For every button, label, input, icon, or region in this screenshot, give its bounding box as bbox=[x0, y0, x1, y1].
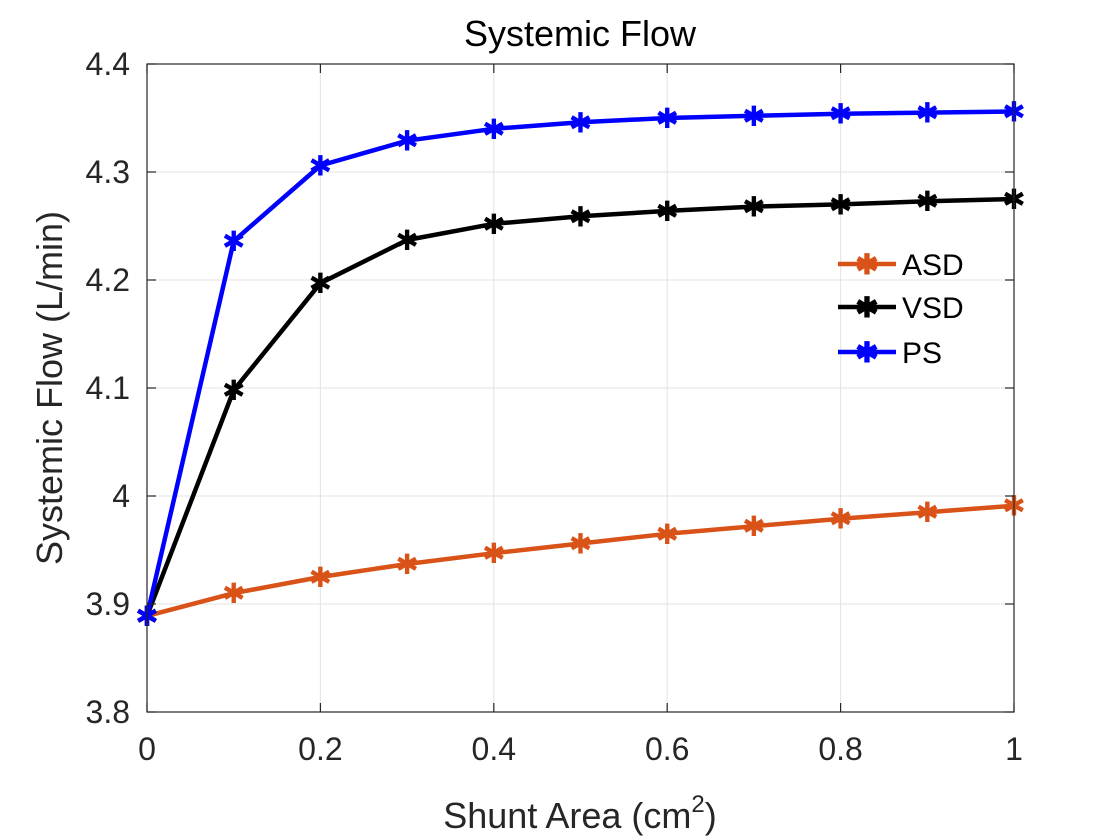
axis-ticks bbox=[146, 63, 1015, 713]
data-point-ps: ✱ bbox=[655, 102, 678, 135]
data-point-ps: ✱ bbox=[222, 225, 245, 258]
data-point-asd: ✱ bbox=[309, 561, 332, 594]
chart-title: Systemic Flow bbox=[464, 13, 697, 54]
legend-label-asd: ASD bbox=[902, 249, 964, 282]
y-tick-label: 3.8 bbox=[86, 694, 130, 730]
x-axis-label-tail: ) bbox=[705, 795, 717, 836]
x-tick-label: 1 bbox=[1005, 731, 1023, 767]
data-point-asd: ✱ bbox=[742, 510, 765, 543]
series-ps: ✱ ✱ ✱ ✱ ✱ ✱ ✱ ✱ ✱ ✱ ✱ bbox=[135, 96, 1025, 633]
data-point-asd: ✱ bbox=[569, 528, 592, 561]
legend-marker-ps: ✱ bbox=[855, 337, 878, 368]
series-layer: ✱✱ ✱ ✱ ✱ ✱ ✱ ✱ ✱ ✱ ✱✱✱✱✱ ✱ ✱ ✱ ✱ ✱ ✱ ✱✱✱✱✱ ✱ ✱ ✱ ✱ ✱ ✱ ✱ bbox=[135, 96, 1025, 633]
legend-label-ps: PS bbox=[902, 337, 942, 370]
data-point-ps: ✱ bbox=[395, 125, 418, 158]
data-point-vsd: ✱ bbox=[829, 188, 852, 221]
legend-entry-asd: ✱ ASD bbox=[838, 249, 964, 282]
x-tick-label: 0.6 bbox=[645, 731, 689, 767]
tick-labels: 0 0.2 0.4 0.6 0.8 1 3.8 3.9 4 4.1 4.2 4.3 4.4 bbox=[86, 46, 1023, 767]
data-point-asd: ✱ bbox=[829, 503, 852, 536]
x-tick-label: 0.2 bbox=[298, 731, 342, 767]
x-tick-label: 0.4 bbox=[472, 731, 516, 767]
data-point-ps: ✱ bbox=[742, 100, 765, 133]
data-point-vsd: ✱ bbox=[916, 185, 939, 218]
data-point-vsd: ✱ bbox=[482, 208, 505, 241]
data-point-asd: ✱ bbox=[395, 548, 418, 581]
series-line-vsd bbox=[144, 196, 1017, 619]
data-point-vsd: ✱ bbox=[655, 195, 678, 228]
data-point-vsd: ✱ bbox=[395, 224, 418, 257]
y-axis-label: Systemic Flow (L/min) bbox=[29, 211, 70, 565]
series-asd: ✱✱ ✱ ✱ ✱ ✱ ✱ ✱ ✱ ✱ ✱ bbox=[135, 490, 1025, 633]
y-tick-label: 4.1 bbox=[86, 370, 130, 406]
legend-marker-vsd: ✱ bbox=[855, 292, 878, 323]
y-tick-label: 4.4 bbox=[86, 46, 130, 82]
data-point-ps: ✱ bbox=[482, 113, 505, 146]
data-point-ps: ✱ bbox=[916, 97, 939, 130]
x-axis-label: Shunt Area (cm2) bbox=[443, 791, 716, 836]
data-point-vsd: ✱ bbox=[569, 200, 592, 233]
legend: ✱ ASD ✱ VSD ✱ PS bbox=[838, 249, 964, 370]
data-point-ps: ✱ bbox=[569, 106, 592, 139]
x-tick-label: 0.8 bbox=[818, 731, 862, 767]
x-axis-label-superscript: 2 bbox=[691, 791, 704, 818]
legend-entry-vsd: ✱ VSD bbox=[838, 292, 964, 325]
data-point-ps: ✱ bbox=[829, 98, 852, 131]
data-point-asd: ✱ bbox=[655, 518, 678, 551]
legend-entry-ps: ✱ PS bbox=[838, 337, 942, 370]
y-tick-label: 3.9 bbox=[86, 586, 130, 622]
y-tick-label: 4.2 bbox=[86, 262, 130, 298]
legend-marker-asd: ✱ bbox=[855, 249, 878, 280]
y-tick-label: 4 bbox=[112, 478, 130, 514]
x-tick-label: 0 bbox=[138, 731, 156, 767]
y-tick-label: 4.3 bbox=[86, 154, 130, 190]
data-point-asd: ✱ bbox=[916, 496, 939, 529]
data-point-asd: ✱ bbox=[482, 537, 505, 570]
series-line-ps bbox=[144, 109, 1017, 619]
data-point-ps: ✱ bbox=[309, 150, 332, 183]
legend-label-vsd: VSD bbox=[902, 292, 964, 325]
series-line-asd bbox=[144, 503, 1017, 619]
data-point-vsd: ✱ bbox=[309, 267, 332, 300]
data-point-vsd: ✱ bbox=[742, 191, 765, 224]
x-axis-label-main: Shunt Area (cm bbox=[443, 795, 691, 836]
data-point-vsd: ✱ bbox=[222, 374, 245, 407]
data-point-asd: ✱ bbox=[222, 577, 245, 610]
